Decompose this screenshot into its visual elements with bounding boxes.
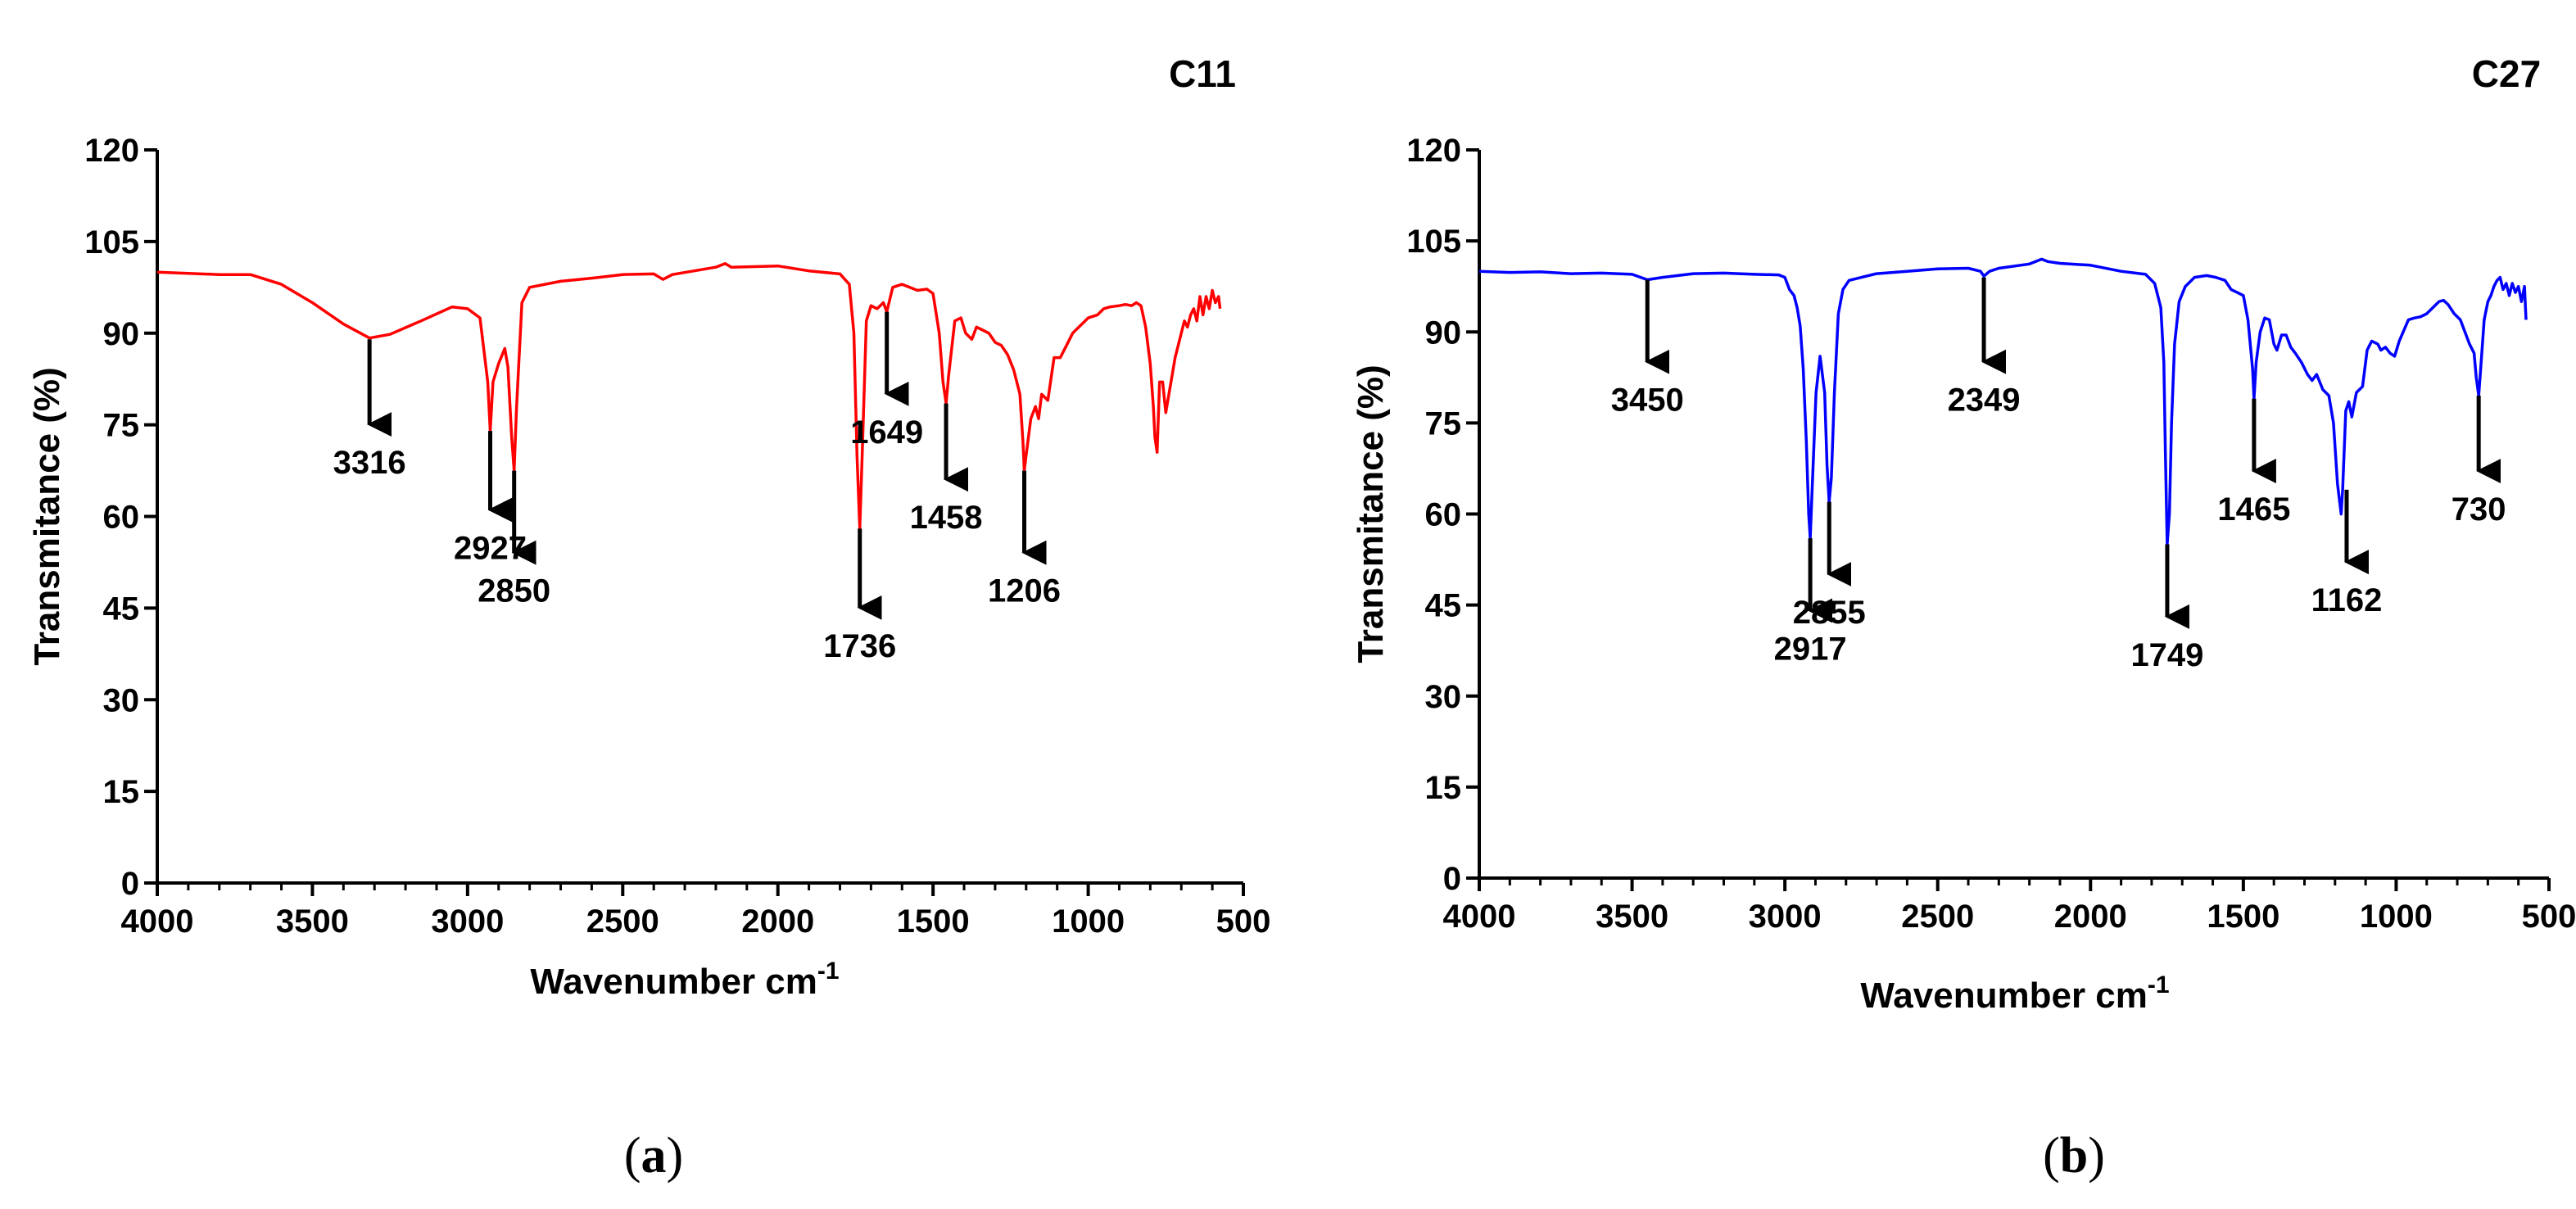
- y-tick-label: 120: [1406, 133, 1461, 169]
- y-tick-label: 60: [103, 500, 140, 536]
- y-axis-label: Transmitance (%): [1351, 365, 1391, 663]
- caption-a: (a): [624, 1128, 683, 1184]
- peak-label: 1162: [2311, 582, 2383, 618]
- peak-label: 1465: [2217, 491, 2290, 528]
- x-tick-label: 2000: [2054, 899, 2127, 935]
- y-tick-label: 15: [103, 774, 140, 810]
- chart-panel-c11: 0 15 30 45 60 75 90 105 120 4000 3500 3000 2500 2000 1…: [27, 52, 1270, 1002]
- x-tick-label: 3000: [431, 903, 504, 940]
- peak-label: 3316: [333, 445, 406, 481]
- x-tick-label: 4000: [1443, 899, 1516, 935]
- x-tick-label: 500: [2522, 899, 2576, 935]
- y-tick-label: 30: [1425, 679, 1462, 715]
- x-axis-label: Wavenumber cm-1: [1860, 971, 2169, 1016]
- x-tick-label: 3000: [1749, 899, 1822, 935]
- x-tick-label: 4000: [121, 903, 194, 940]
- y-tick-label: 60: [1425, 497, 1462, 533]
- x-tick-label: 500: [1216, 903, 1271, 940]
- peak-label: 1206: [988, 573, 1061, 609]
- y-tick-label: 15: [1425, 770, 1462, 806]
- peak-label: 2855: [1793, 595, 1866, 631]
- x-axis-label: Wavenumber cm-1: [530, 958, 839, 1002]
- x-tick-label: 1000: [2360, 899, 2433, 935]
- x-tick-label: 3500: [1596, 899, 1668, 935]
- y-tick-label: 75: [1425, 405, 1462, 441]
- x-tick-label: 2000: [741, 903, 814, 940]
- y-tick-label: 30: [103, 682, 140, 718]
- peak-label: 1736: [823, 628, 896, 664]
- x-tick-label: 1500: [2207, 899, 2279, 935]
- y-tick-label: 45: [1425, 588, 1462, 624]
- chart-title: C11: [1169, 52, 1236, 95]
- spectrum-line: [1478, 257, 2528, 546]
- peak-label: 2917: [1774, 631, 1847, 667]
- caption-b: (b): [2043, 1128, 2105, 1184]
- peak-label: 1749: [2130, 637, 2203, 673]
- x-tick-label: 2500: [1901, 899, 1974, 935]
- peak-label: 2349: [1948, 383, 2021, 419]
- y-axis-label: Transmitance (%): [27, 367, 67, 665]
- x-tick-label: 2500: [586, 903, 659, 940]
- y-tick-label: 120: [84, 133, 139, 169]
- y-tick-label: 105: [1406, 224, 1461, 260]
- spectrum-line: [156, 261, 1222, 531]
- chart-panel-c27: 0 15 30 45 60 75 90 105 120 4000 3500 3000 2500 2000 1…: [1351, 52, 2576, 1016]
- x-tick-label: 3500: [276, 903, 349, 940]
- chart-title: C27: [2472, 52, 2541, 95]
- x-tick-label: 1500: [897, 903, 970, 940]
- y-tick-label: 0: [1443, 861, 1461, 897]
- y-tick-label: 0: [121, 866, 139, 902]
- y-tick-label: 45: [103, 591, 140, 627]
- y-tick-label: 75: [103, 408, 140, 444]
- peak-label: 730: [2452, 491, 2506, 528]
- peak-label: 1458: [910, 500, 983, 536]
- y-tick-label: 90: [1425, 315, 1462, 351]
- x-tick-label: 1000: [1052, 903, 1125, 940]
- peak-label: 2850: [478, 573, 550, 609]
- y-tick-label: 105: [84, 224, 139, 260]
- peak-label: 3450: [1611, 383, 1684, 419]
- y-tick-label: 90: [103, 316, 140, 352]
- peak-label: 1649: [850, 414, 923, 451]
